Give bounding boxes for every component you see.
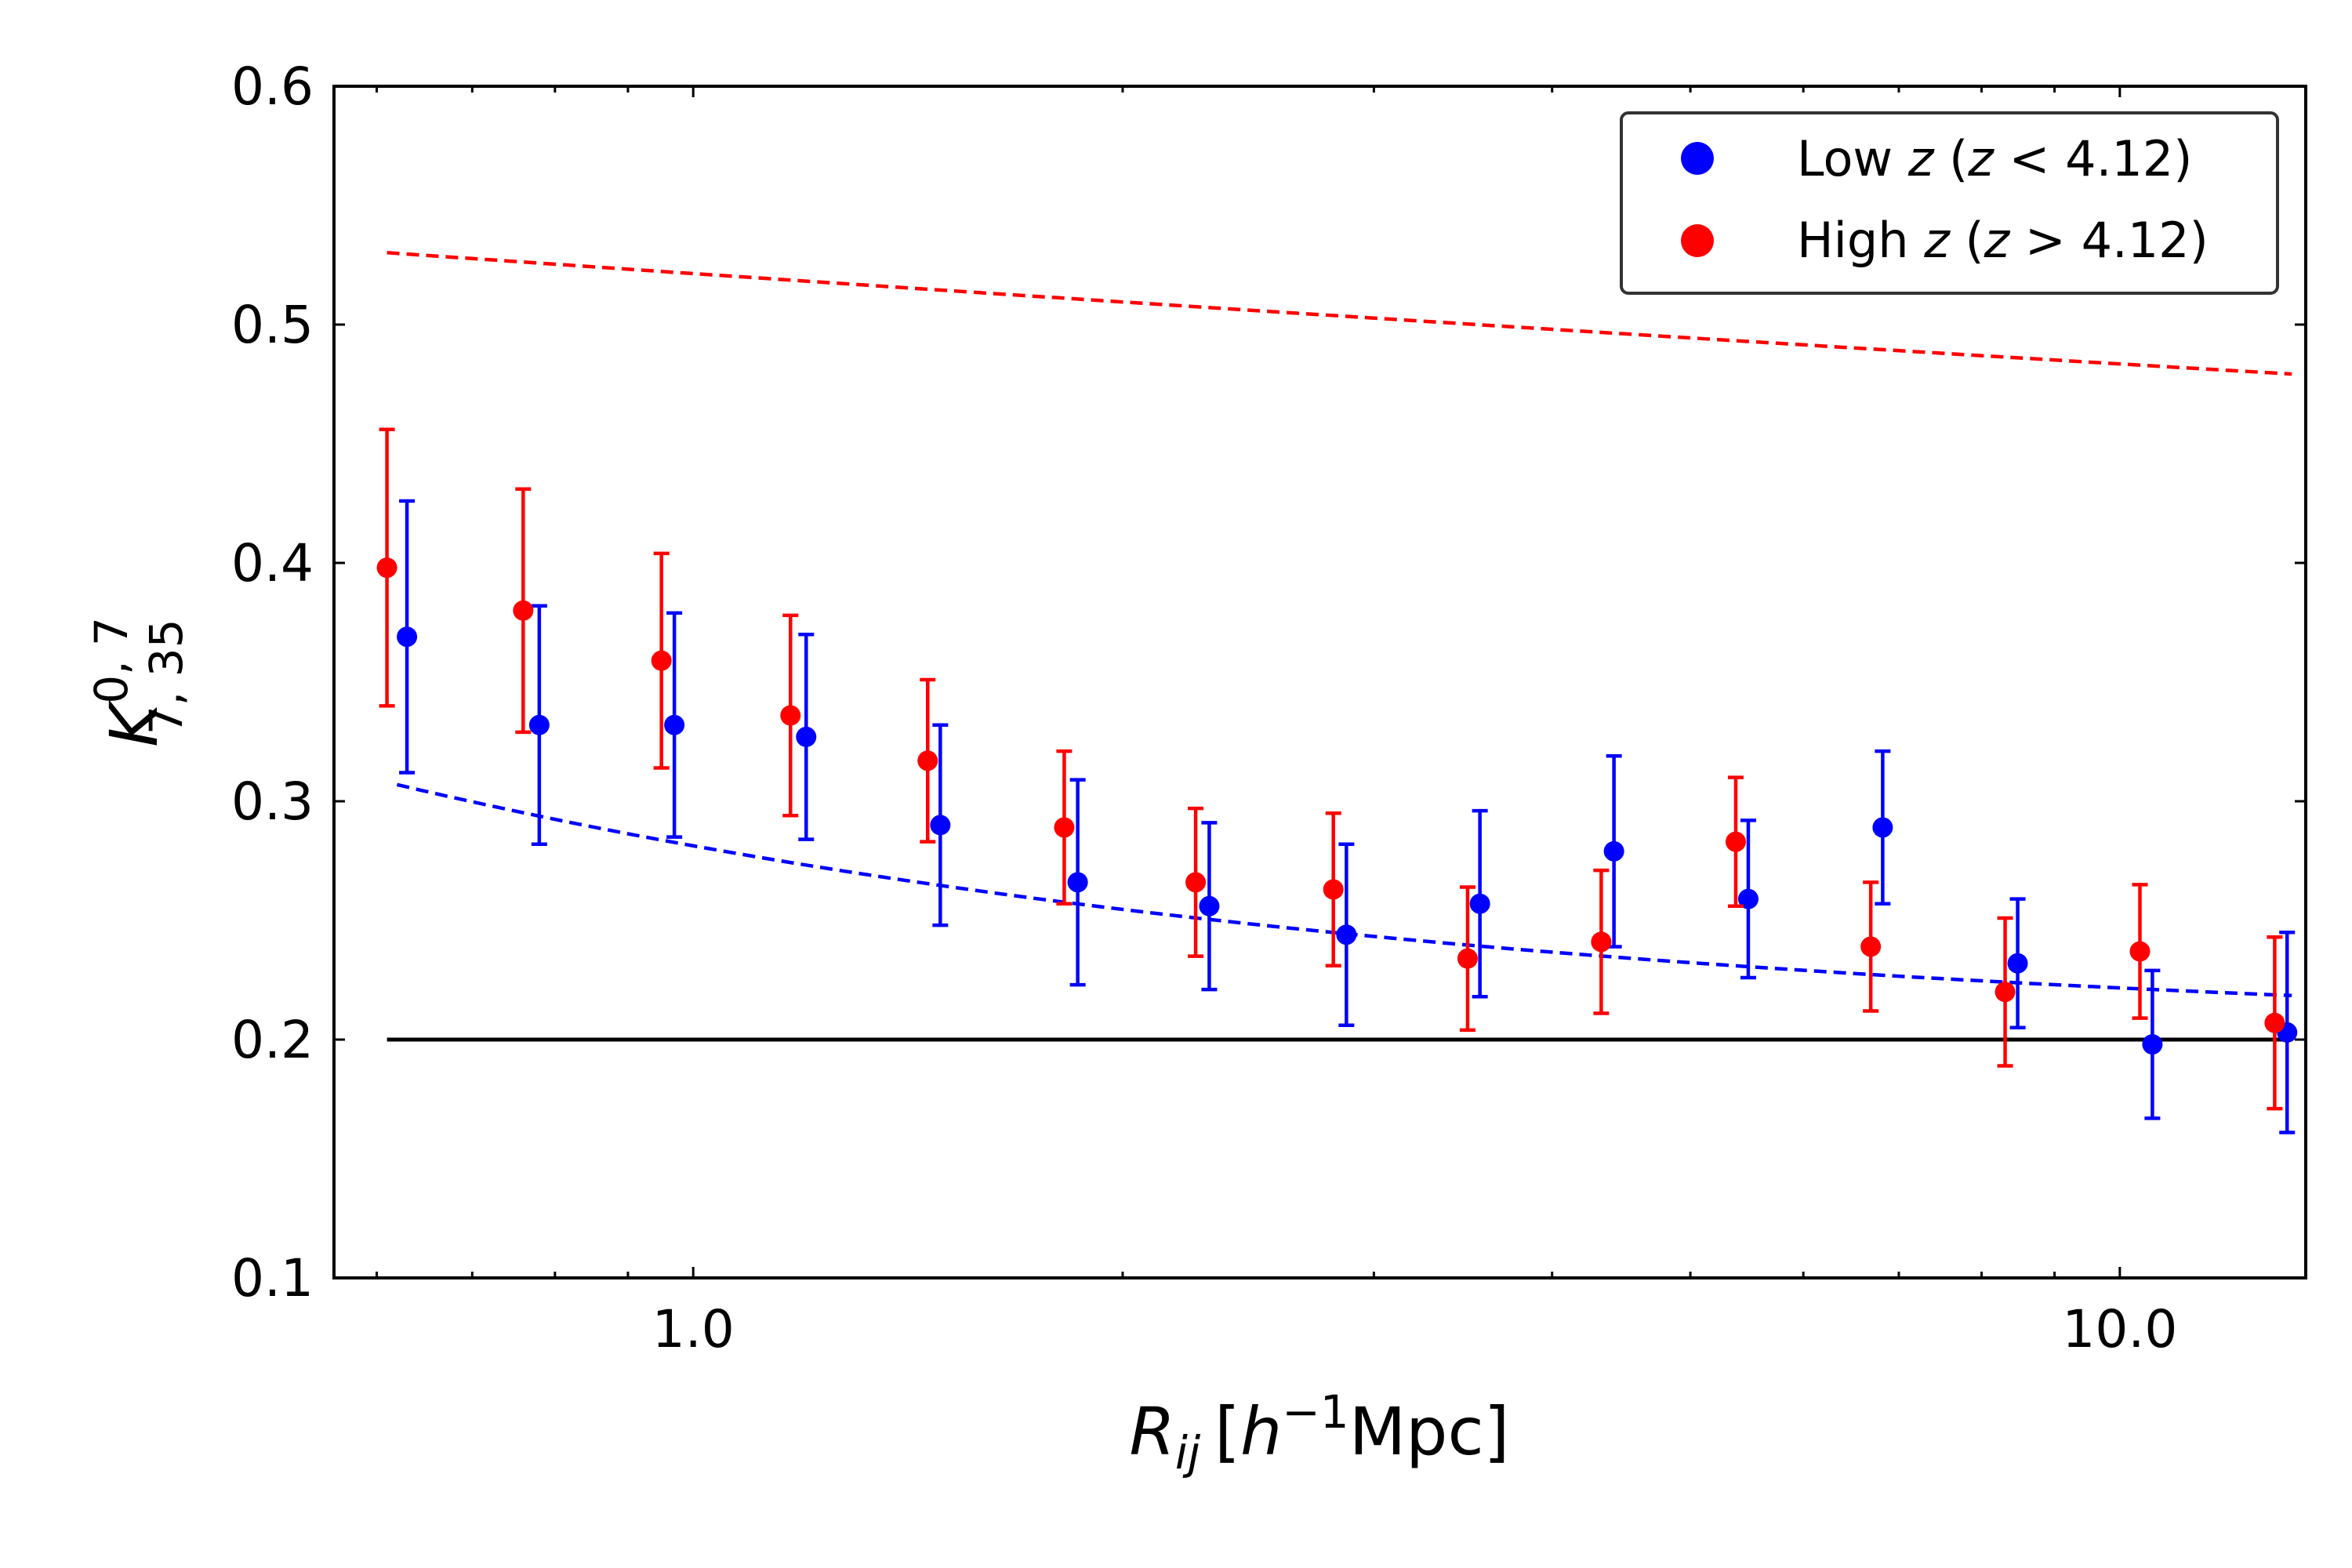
x-axis: 1.0 10.0 <box>376 86 2177 1359</box>
svg-text:K0, 77, 35: K0, 77, 35 <box>85 617 193 747</box>
data-point-high-z <box>780 705 801 726</box>
plot-frame <box>332 85 2307 1279</box>
plot-area <box>376 251 2298 1134</box>
data-point-low-z <box>1872 817 1893 838</box>
data-point-high-z <box>651 650 672 671</box>
fit-curve-high-z <box>387 251 2292 376</box>
y-axis: 0.1 0.2 0.3 0.4 0.5 0.6 <box>231 56 2306 1308</box>
data-point-low-z <box>1469 893 1490 914</box>
fit-curve-low-z <box>396 782 2292 998</box>
data-point-low-z <box>2007 953 2028 974</box>
data-point-high-z <box>376 557 397 579</box>
x-tick-label: 1.0 <box>652 1299 735 1359</box>
data-point-high-z <box>1994 982 2016 1003</box>
data-point-low-z <box>1067 872 1088 893</box>
legend-label-high-z: High z (z > 4.12) <box>1797 212 2209 269</box>
x-tick-label: 10.0 <box>2062 1299 2177 1359</box>
y-tick-label: 0.3 <box>231 771 314 832</box>
data-point-high-z <box>2129 941 2151 962</box>
data-point-low-z <box>796 726 817 747</box>
data-point-low-z <box>1336 924 1357 946</box>
legend: Low z (z < 4.12) High z (z > 4.12) <box>1620 111 2279 295</box>
y-tick-label: 0.6 <box>231 56 314 117</box>
data-point-low-z <box>1199 895 1220 916</box>
data-point-high-z <box>917 750 938 771</box>
data-point-low-z <box>2142 1034 2163 1055</box>
legend-label-low-z: Low z (z < 4.12) <box>1797 130 2192 187</box>
data-point-high-z <box>1860 936 1882 957</box>
y-tick-label: 0.5 <box>231 295 314 355</box>
legend-marker-low-z <box>1681 142 1714 175</box>
data-point-high-z <box>1054 817 1075 838</box>
data-point-high-z <box>1185 872 1207 893</box>
data-point-low-z <box>664 714 685 735</box>
y-tick-label: 0.4 <box>231 533 314 593</box>
y-tick-label: 0.2 <box>231 1010 314 1070</box>
legend-marker-high-z <box>1681 224 1714 257</box>
data-point-high-z <box>1457 948 1478 969</box>
x-axis-label: Rij [h−1Mpc] <box>1130 1385 1510 1479</box>
data-point-high-z <box>513 600 534 621</box>
data-point-high-z <box>1323 879 1344 900</box>
data-point-high-z <box>2264 1012 2285 1033</box>
data-point-low-z <box>1737 888 1759 909</box>
data-point-high-z <box>1725 831 1746 852</box>
data-point-low-z <box>1603 840 1624 862</box>
data-point-low-z <box>930 815 951 836</box>
y-axis-label: K0, 77, 35 <box>85 617 193 747</box>
y-tick-label: 0.1 <box>231 1248 314 1308</box>
legend-box <box>1620 111 2279 295</box>
data-point-low-z <box>397 626 418 648</box>
data-point-low-z <box>528 714 550 735</box>
data-point-high-z <box>1591 931 1612 953</box>
